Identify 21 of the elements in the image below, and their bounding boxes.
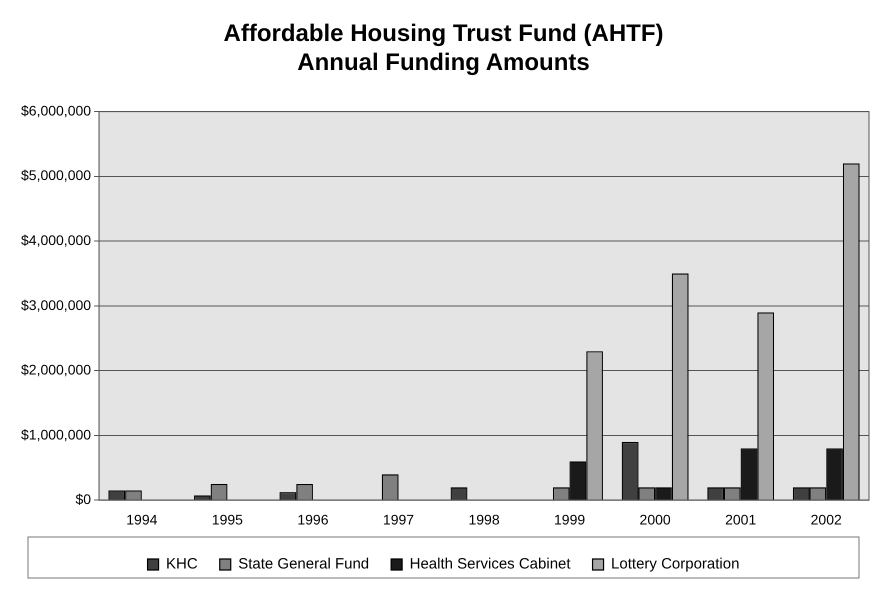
legend-label: Health Services Cabinet — [410, 556, 572, 573]
x-tick-label: 1999 — [554, 511, 586, 528]
y-tick-label: $4,000,000 — [20, 232, 92, 248]
x-tick-label: 2000 — [640, 511, 671, 528]
y-tick-label: $6,000,000 — [20, 102, 92, 118]
legend-label: KHC — [166, 556, 198, 573]
y-tick-label: $5,000,000 — [20, 167, 92, 184]
x-tick-label: 1997 — [382, 511, 414, 528]
x-tick-label: 1995 — [212, 511, 244, 528]
x-tick-label: 1998 — [468, 511, 500, 528]
legend-label: State General Fund — [238, 556, 370, 573]
x-tick-label: 2001 — [725, 511, 756, 528]
chart-title: Affordable Housing Trust Fund (AHTF) Annual Funding Amounts — [224, 20, 664, 76]
legend-label: Lottery Corporation — [611, 556, 740, 573]
y-tick-label: $3,000,000 — [20, 296, 92, 313]
x-tick-label: 1996 — [297, 511, 329, 528]
y-tick-label: $2,000,000 — [20, 362, 92, 378]
x-tick-label: 1994 — [126, 511, 158, 528]
y-tick-label: $1,000,000 — [20, 426, 92, 442]
x-tick-label: 2002 — [810, 511, 842, 528]
y-tick-label: $0 — [75, 491, 92, 508]
